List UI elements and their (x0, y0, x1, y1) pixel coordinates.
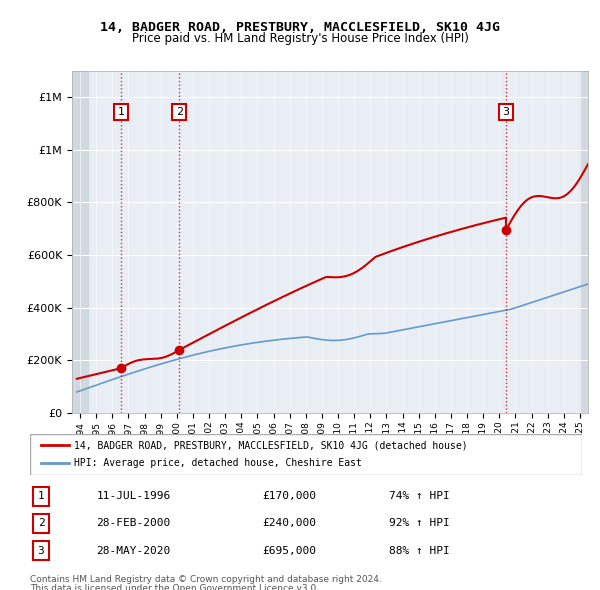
Text: 3: 3 (502, 107, 509, 117)
Text: 2: 2 (176, 107, 183, 117)
Text: 28-MAY-2020: 28-MAY-2020 (96, 546, 170, 556)
Text: 1: 1 (118, 107, 124, 117)
Text: 11-JUL-1996: 11-JUL-1996 (96, 491, 170, 501)
Text: HPI: Average price, detached house, Cheshire East: HPI: Average price, detached house, Ches… (74, 458, 362, 468)
Text: 92% ↑ HPI: 92% ↑ HPI (389, 519, 449, 528)
Text: 74% ↑ HPI: 74% ↑ HPI (389, 491, 449, 501)
Text: 1: 1 (38, 491, 44, 501)
Text: 28-FEB-2000: 28-FEB-2000 (96, 519, 170, 528)
Text: 14, BADGER ROAD, PRESTBURY, MACCLESFIELD, SK10 4JG (detached house): 14, BADGER ROAD, PRESTBURY, MACCLESFIELD… (74, 440, 468, 450)
Text: £170,000: £170,000 (262, 491, 316, 501)
Text: £240,000: £240,000 (262, 519, 316, 528)
Bar (72, 71, 88, 413)
Text: 3: 3 (38, 546, 44, 556)
Text: 14, BADGER ROAD, PRESTBURY, MACCLESFIELD, SK10 4JG: 14, BADGER ROAD, PRESTBURY, MACCLESFIELD… (100, 21, 500, 34)
FancyBboxPatch shape (30, 434, 582, 475)
Text: £695,000: £695,000 (262, 546, 316, 556)
Text: This data is licensed under the Open Government Licence v3.0.: This data is licensed under the Open Gov… (30, 584, 319, 590)
Text: Price paid vs. HM Land Registry's House Price Index (HPI): Price paid vs. HM Land Registry's House … (131, 32, 469, 45)
Text: 2: 2 (38, 519, 44, 528)
Text: 88% ↑ HPI: 88% ↑ HPI (389, 546, 449, 556)
Text: Contains HM Land Registry data © Crown copyright and database right 2024.: Contains HM Land Registry data © Crown c… (30, 575, 382, 584)
Bar (580, 71, 588, 413)
